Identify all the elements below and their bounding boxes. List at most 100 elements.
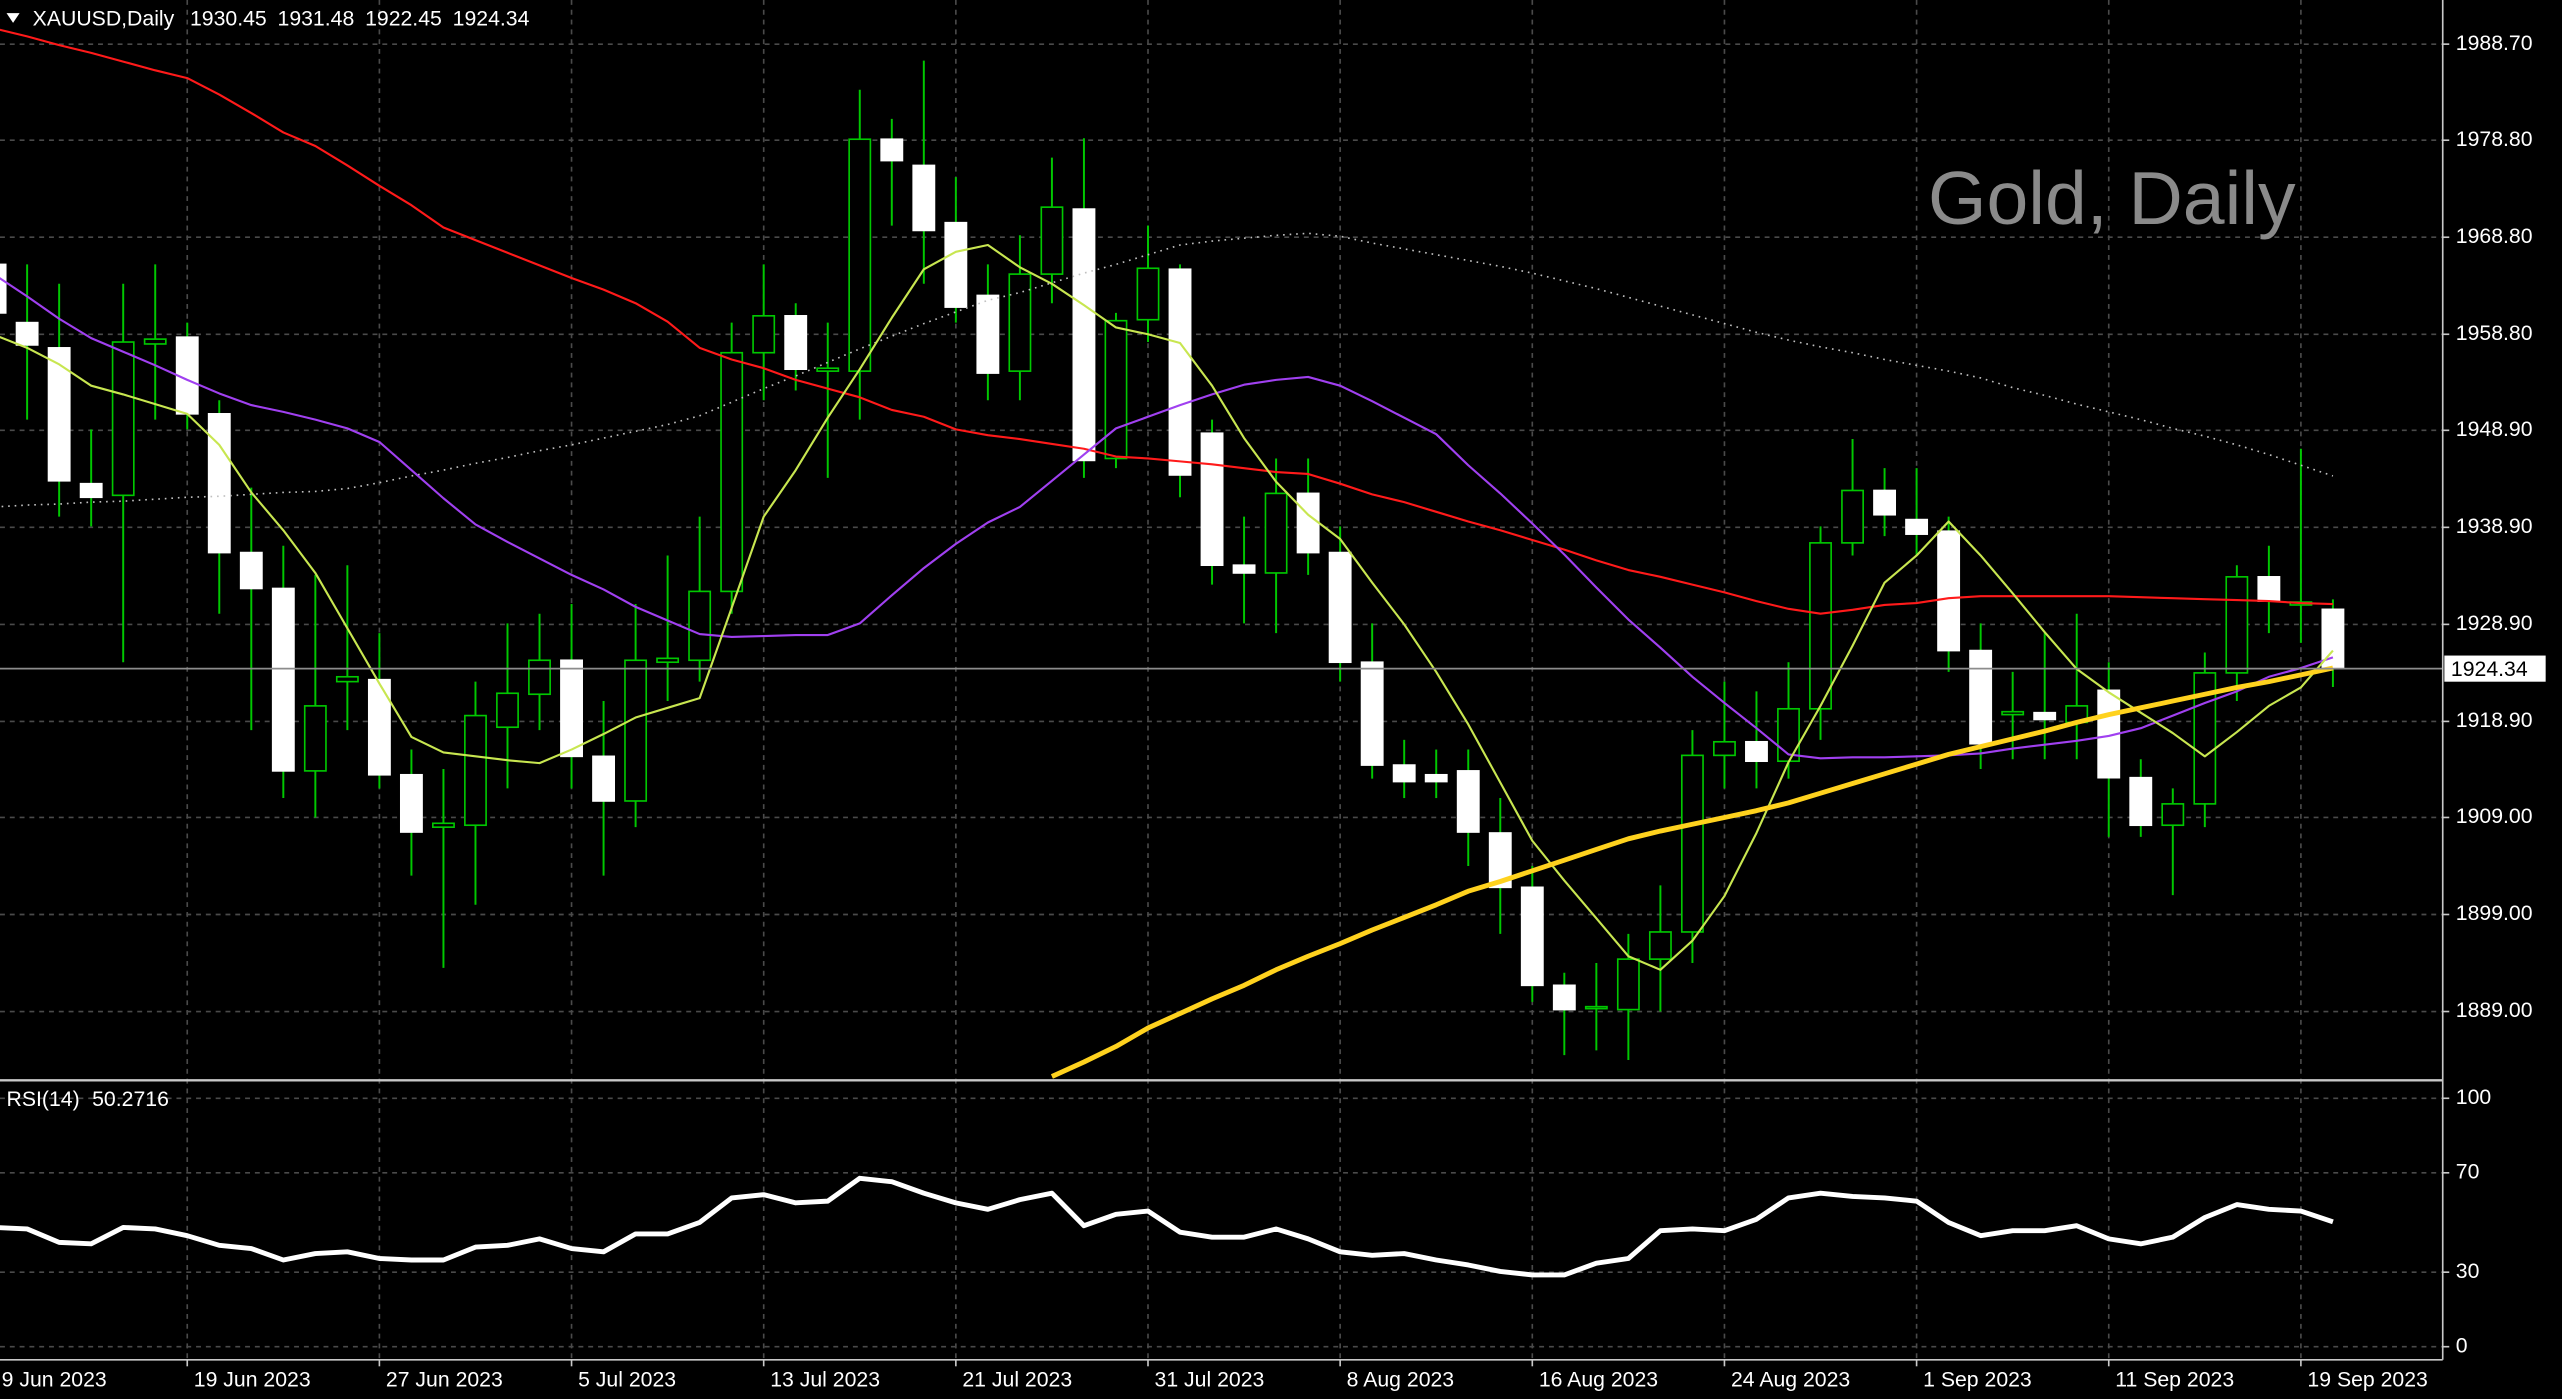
candle-body <box>1392 764 1416 783</box>
candle-body <box>1488 832 1512 889</box>
candle-body <box>560 659 583 758</box>
y-tick-label: 1948.90 <box>2456 417 2533 441</box>
candle-body <box>1232 564 1256 574</box>
x-tick-label: 19 Jun 2023 <box>194 1368 311 1392</box>
candle-body <box>207 413 231 554</box>
candle-body <box>848 138 872 372</box>
rsi-title: RSI(14) <box>7 1087 80 1111</box>
high-value: 1931.48 <box>278 6 355 30</box>
candle-body <box>784 315 808 371</box>
candle-body <box>656 657 680 664</box>
candle-body <box>1680 754 1704 933</box>
indicator-line <box>0 28 2333 615</box>
candle-body <box>1648 931 1672 960</box>
y-tick-label: 0 <box>2456 1333 2468 1357</box>
candle-body <box>1552 984 1576 1011</box>
x-tick-label: 9 Jun 2023 <box>2 1368 107 1392</box>
candle-body <box>367 678 391 776</box>
candle-body <box>2001 710 2025 716</box>
symbol: XAUUSD,Daily <box>33 6 175 30</box>
candle-body <box>944 221 968 308</box>
y-tick-label: 1899.00 <box>2456 901 2533 925</box>
y-tick-label: 1958.80 <box>2456 321 2533 345</box>
candle-body <box>624 659 648 802</box>
y-tick-label: 1938.90 <box>2456 514 2533 538</box>
rsi-value: 50.2716 <box>92 1087 169 1111</box>
candle-body <box>335 675 359 683</box>
candle-body <box>464 714 487 827</box>
indicator-line <box>1050 665 2334 1079</box>
candle-body <box>528 659 551 696</box>
candle-body <box>2161 803 2185 827</box>
candle-body <box>1584 1005 1608 1010</box>
candle-body <box>111 341 135 497</box>
last-price-label: 1924.34 <box>2451 657 2528 681</box>
y-tick-label: 1889.00 <box>2456 998 2533 1022</box>
low-value: 1922.45 <box>365 6 442 30</box>
candle-body <box>79 482 103 499</box>
candle-body <box>912 164 936 232</box>
x-tick-label: 24 Aug 2023 <box>1731 1368 1850 1392</box>
x-tick-label: 21 Jul 2023 <box>962 1368 1072 1392</box>
y-tick-label: 1988.70 <box>2456 31 2533 55</box>
x-tick-label: 5 Jul 2023 <box>578 1368 676 1392</box>
last-price-box <box>2444 655 2546 682</box>
y-tick-label: 1928.90 <box>2456 611 2533 635</box>
candle-body <box>1616 958 1640 1011</box>
candle-body <box>1873 489 1897 516</box>
x-tick-label: 8 Aug 2023 <box>1347 1368 1454 1392</box>
candle-body <box>1200 432 1224 567</box>
candle-body <box>880 138 904 162</box>
x-tick-label: 31 Jul 2023 <box>1155 1368 1265 1392</box>
candle-body <box>2225 576 2249 674</box>
candle-body <box>816 367 840 372</box>
candle-body <box>303 705 327 772</box>
x-tick-label: 11 Sep 2023 <box>2115 1368 2234 1392</box>
price-plot <box>0 28 2443 1079</box>
candle-body <box>2129 776 2153 827</box>
close-value: 1924.34 <box>453 6 530 30</box>
x-tick-label: 13 Jul 2023 <box>770 1368 880 1392</box>
candle-body <box>1937 530 1961 652</box>
x-tick-label: 16 Aug 2023 <box>1539 1368 1658 1392</box>
y-tick-label: 30 <box>2456 1259 2480 1283</box>
x-tick-label: 19 Sep 2023 <box>2307 1368 2427 1392</box>
candle-body <box>752 315 776 354</box>
candle-body <box>399 773 423 833</box>
y-tick-label: 1978.80 <box>2456 127 2533 151</box>
rsi-header: RSI(14) 50.2716 <box>7 1087 169 1111</box>
x-tick-label: 1 Sep 2023 <box>1923 1368 2032 1392</box>
candle-body <box>2257 576 2281 602</box>
candle-body <box>1809 542 1832 710</box>
candle-body <box>143 338 167 345</box>
candle-body <box>1296 492 1320 554</box>
indicator-line <box>0 243 2334 971</box>
y-tick-label: 100 <box>2456 1085 2491 1109</box>
candle-body <box>1360 661 1384 766</box>
menu-triangle <box>6 13 20 23</box>
y-tick-label: 1968.80 <box>2456 224 2533 248</box>
indicator-line <box>0 232 2334 508</box>
watermark: Gold, Daily <box>1928 156 2296 240</box>
candle-body <box>1520 886 1544 987</box>
candle-body <box>1328 551 1352 664</box>
candle-body <box>1104 319 1128 460</box>
candle-body <box>1168 268 1192 476</box>
candle-body <box>2033 711 2057 721</box>
candle-body <box>592 755 616 802</box>
rsi-plot <box>0 1175 2334 1278</box>
x-tick-label: 27 Jun 2023 <box>386 1368 503 1392</box>
open-value: 1930.45 <box>190 6 267 30</box>
y-tick-label: 1918.90 <box>2456 708 2533 732</box>
candle-body <box>1264 492 1288 574</box>
candle-body <box>1745 740 1768 763</box>
candle-body <box>1713 740 1736 757</box>
indicator-line <box>0 1175 2334 1278</box>
candle-body <box>1136 267 1160 321</box>
candle-body <box>1424 773 1448 783</box>
candle-body <box>271 587 295 772</box>
candle-body <box>688 590 712 662</box>
chart-header: XAUUSD,Daily 1930.45 1931.48 1922.45 192… <box>33 6 530 30</box>
candle-body <box>720 351 744 593</box>
candle-body <box>1008 273 1032 372</box>
